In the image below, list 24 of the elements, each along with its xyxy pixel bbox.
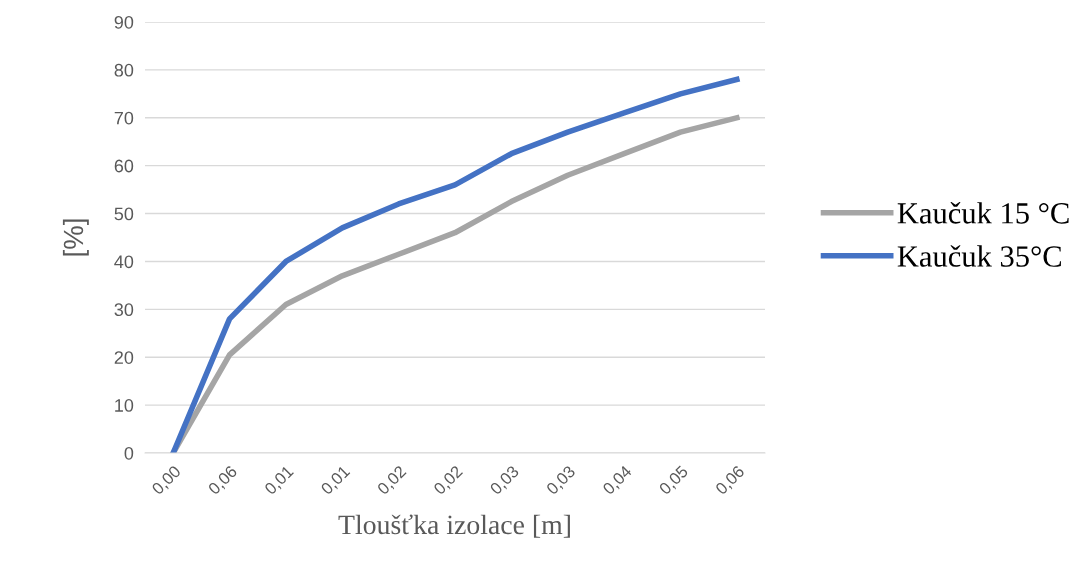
x-tick-label: 0,02 [432, 465, 465, 497]
y-tick-label: 90 [114, 15, 134, 29]
x-axis-title: Tloušťka izolace [m] [338, 514, 570, 538]
legend-label: Kaučuk 15 °C [897, 202, 1069, 224]
y-tick-label: 30 [114, 303, 134, 317]
x-tick-label: 0,00 [151, 464, 183, 497]
x-tick-label: 0,02 [376, 465, 409, 497]
y-tick-label: 10 [115, 399, 134, 412]
x-tick-label: 0,06 [207, 464, 240, 497]
x-tick-label: 0,01 [320, 465, 352, 497]
y-tick-label: 0 [124, 446, 134, 460]
y-tick-label: 40 [114, 255, 134, 269]
y-tick-label: 20 [114, 351, 134, 364]
x-tick-label: 0,03 [489, 464, 521, 497]
y-tick-label: 60 [114, 159, 134, 173]
x-tick-label: 0,04 [601, 464, 634, 497]
y-axis-title: [%] [62, 219, 89, 256]
y-tick-label: 50 [114, 207, 134, 221]
x-tick-label: 0,01 [263, 465, 296, 497]
y-tick-label: 70 [114, 111, 134, 125]
x-tick-label: 0,06 [714, 464, 747, 497]
legend-label: Kaučuk 35°C [897, 245, 1061, 267]
y-tick-label: 80 [114, 63, 134, 77]
x-tick-label: 0,03 [545, 464, 578, 497]
